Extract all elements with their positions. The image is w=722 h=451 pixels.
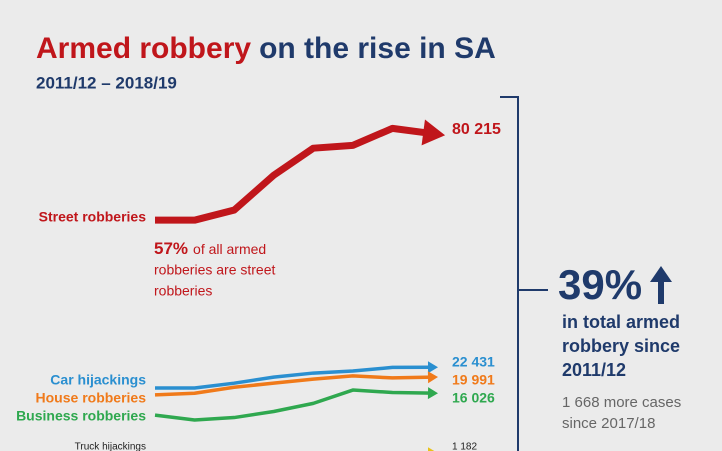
value-label: 22 431 [452,354,495,370]
title-rest: on the rise in SA [259,32,496,65]
arrow-head [427,387,438,400]
value-label: 19 991 [452,372,495,388]
legend-label: Car hijackings [50,372,146,388]
legend-label: House robberies [36,390,147,406]
series-line [155,365,433,390]
legend-label: Business robberies [16,408,146,424]
value-label: 16 026 [452,390,495,406]
arrow-head [427,361,438,374]
series-line [154,388,433,422]
annotation-line: robberies are street [154,262,276,278]
arrow-head [421,119,446,146]
annotation-line: robberies [154,283,212,299]
summary-line: in total armed [562,312,680,332]
summary-highlight: 39% [558,261,642,308]
bracket [500,96,548,451]
annotation-highlight: 57% [154,239,188,258]
chart-title: Armed robbery on the rise in SA [36,32,496,65]
title-highlight: Armed robbery [36,32,251,65]
arrow-head [427,447,435,451]
legend-label: Truck hijackings [75,442,146,451]
annotation: 57% of all armed [154,239,266,258]
subtitle: 2011/12 – 2018/19 [36,73,177,92]
annotation-line: of all armed [193,241,266,257]
value-label: 1 182 [452,442,477,451]
summary-line: robbery since [562,336,680,356]
legend-label: Street robberies [39,209,147,225]
value-label: 80 215 [452,121,501,138]
summary-line: 2011/12 [562,360,626,380]
series-line [154,374,433,397]
series-line [155,124,433,224]
up-arrow-icon [650,266,672,304]
summary-note: 1 668 more cases [562,394,681,411]
summary-note: since 2017/18 [562,415,655,432]
arrow-head [427,371,438,384]
